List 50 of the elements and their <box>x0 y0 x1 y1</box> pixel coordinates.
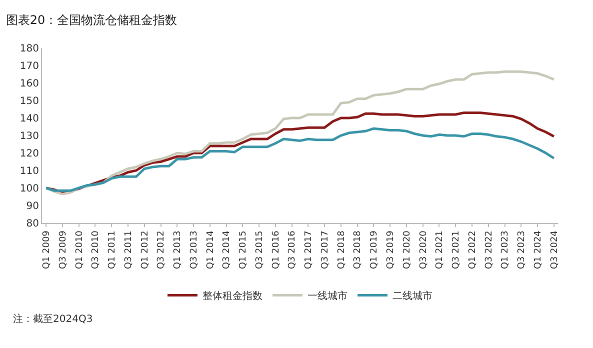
y-tick-label: 160 <box>20 78 39 90</box>
x-tick-label: Q1 2017 <box>304 230 314 270</box>
y-tick-label: 110 <box>20 166 39 177</box>
x-tick-label: Q1 2010 <box>74 230 85 270</box>
legend-label: 整体租金指数 <box>202 290 262 302</box>
y-tick-label: 180 <box>20 44 39 54</box>
x-tick-label: Q3 2009 <box>58 230 68 270</box>
x-tick-label: Q1 2013 <box>173 230 184 270</box>
y-tick-label: 170 <box>20 61 39 72</box>
line-series <box>44 70 556 196</box>
x-tick-label: Q3 2010 <box>91 230 102 270</box>
x-tick-label: Q1 2012 <box>140 230 150 270</box>
x-tick-label: Q1 2019 <box>370 230 380 270</box>
y-tick-label: 120 <box>20 148 39 160</box>
x-tick-label: Q3 2013 <box>189 230 200 270</box>
legend-label: 二线城市 <box>392 290 432 302</box>
x-tick-label: Q3 2015 <box>254 230 265 270</box>
x-tick-label: Q1 2015 <box>238 230 249 270</box>
x-tick-label: Q1 2022 <box>468 230 478 270</box>
x-tick-label: Q3 2022 <box>484 230 494 270</box>
chart-title: 图表20：全国物流仓储租金指数 <box>6 13 178 28</box>
x-tick-label: Q1 2009 <box>42 230 52 270</box>
x-tick-label: Q1 2018 <box>336 230 347 270</box>
x-tick-label: Q3 2012 <box>156 230 167 270</box>
x-tick-label: Q3 2014 <box>222 230 232 270</box>
y-tick-label: 150 <box>20 96 39 107</box>
x-tick-label: Q3 2021 <box>452 230 462 270</box>
legend-label: 一线城市 <box>308 290 348 302</box>
x-tick-label: Q1 2023 <box>500 230 511 270</box>
x-tick-label: Q1 2016 <box>271 230 282 270</box>
x-tick-label: Q3 2016 <box>288 230 298 270</box>
x-tick-label: Q1 2024 <box>533 230 544 270</box>
y-tick-label: 100 <box>20 184 39 194</box>
x-tick-label: Q3 2018 <box>353 230 364 270</box>
x-tick-label: Q1 2020 <box>402 230 412 270</box>
y-tick-label: 90 <box>26 201 39 212</box>
x-tick-label: Q3 2024 <box>550 230 560 270</box>
y-tick-label: 140 <box>20 114 39 124</box>
x-tick-label: Q3 2011 <box>124 230 134 270</box>
x-tick-label: Q1 2011 <box>108 230 118 270</box>
x-tick-label: Q3 2020 <box>418 230 429 270</box>
x-tick-label: Q1 2014 <box>206 230 216 270</box>
text: 注：截至2024Q3 <box>13 313 93 325</box>
x-tick-label: Q3 2019 <box>386 230 396 270</box>
y-tick-label: 80 <box>26 218 39 230</box>
x-tick-label: Q3 2017 <box>320 230 330 270</box>
line-series <box>44 127 556 192</box>
x-tick-label: Q3 2023 <box>517 230 528 270</box>
x-tick-label: Q1 2021 <box>435 230 446 270</box>
y-tick-label: 130 <box>20 131 39 142</box>
